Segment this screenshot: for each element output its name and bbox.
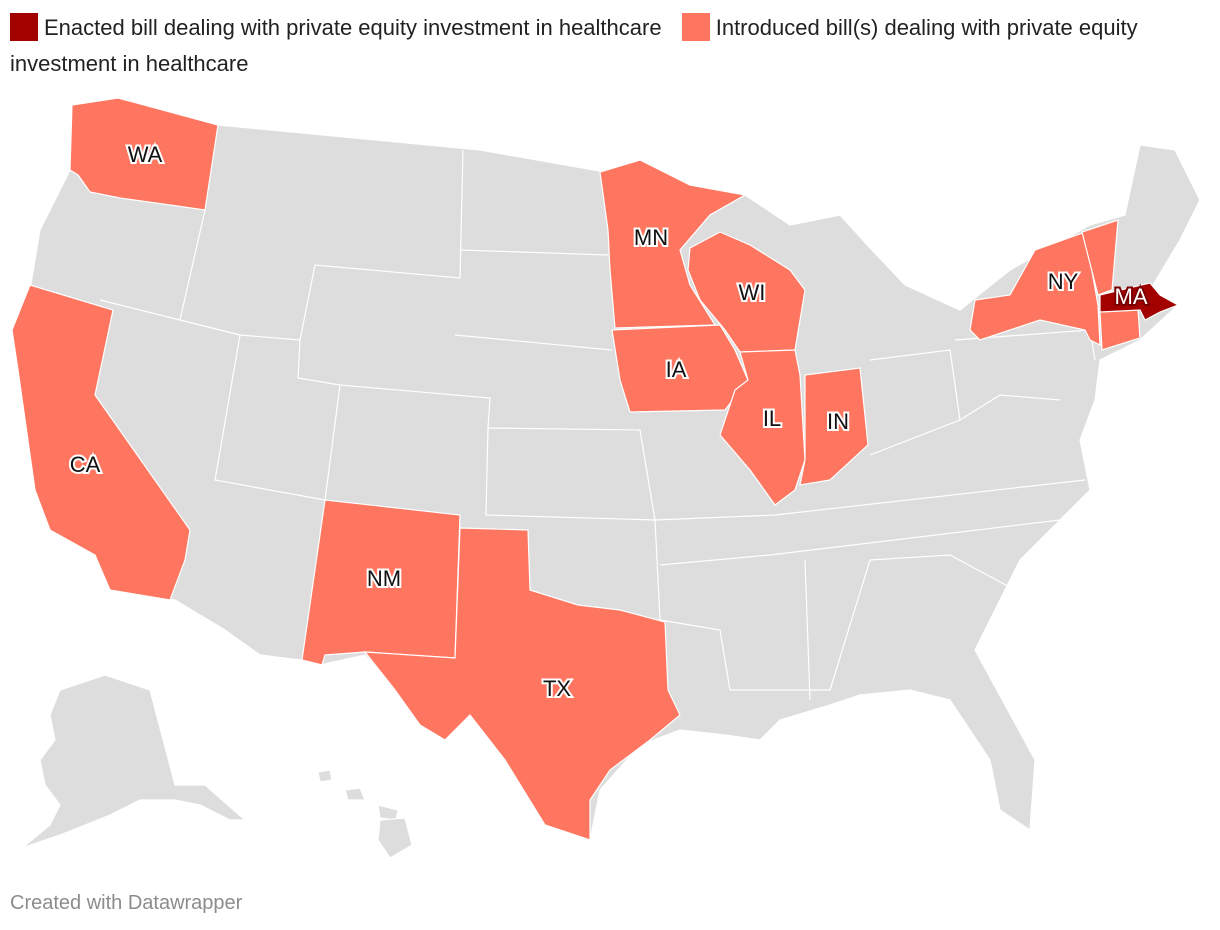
state-borders: [99, 149, 1096, 701]
credit-footer: Created with Datawrapper: [10, 892, 243, 914]
state-NY[interactable]: [969, 231, 1101, 346]
state-base-alaska: [21, 674, 247, 849]
legend-swatch-introduced: [681, 13, 710, 41]
label-MA: MA: [1115, 284, 1148, 309]
legend-swatch-enacted: [10, 13, 38, 41]
label-NM: NM: [367, 566, 401, 591]
state-TX[interactable]: [363, 527, 681, 841]
state-IN[interactable]: [799, 367, 869, 486]
legend: Enacted bill dealing with private equity…: [10, 10, 1210, 82]
state-base-hawaii-4: [377, 817, 413, 859]
state-MA[interactable]: [1099, 282, 1180, 321]
label-IN: IN: [827, 409, 849, 434]
state-MN[interactable]: [599, 159, 747, 329]
legend-label-enacted: Enacted bill dealing with private equity…: [44, 15, 662, 40]
state-IL[interactable]: [719, 349, 806, 506]
label-MN: MN: [634, 225, 668, 250]
label-WI: WI: [739, 280, 766, 305]
us-map: WA CA NM TX MN IA WI IL IN NY MA: [11, 97, 1201, 859]
label-NY: NY: [1048, 269, 1079, 294]
label-CA: CA: [70, 452, 101, 477]
label-WA: WA: [128, 142, 163, 167]
legend-label-introduced: Introduced bill(s) dealing with private …: [10, 15, 1138, 76]
state-base-hawaii-2: [344, 787, 366, 801]
state-WA[interactable]: [69, 97, 219, 211]
label-TX: TX: [543, 676, 571, 701]
label-IA: IA: [666, 357, 687, 382]
label-IL: IL: [763, 406, 781, 431]
legend-item-introduced[interactable]: Introduced bill(s) dealing with private …: [10, 13, 1138, 76]
state-base-hawaii-3: [377, 804, 399, 821]
state-base-hawaii-1: [317, 769, 333, 783]
state-VT[interactable]: [1081, 219, 1119, 296]
state-CA[interactable]: [11, 284, 191, 601]
state-CT[interactable]: [1099, 309, 1141, 351]
legend-item-enacted[interactable]: Enacted bill dealing with private equity…: [10, 13, 662, 41]
